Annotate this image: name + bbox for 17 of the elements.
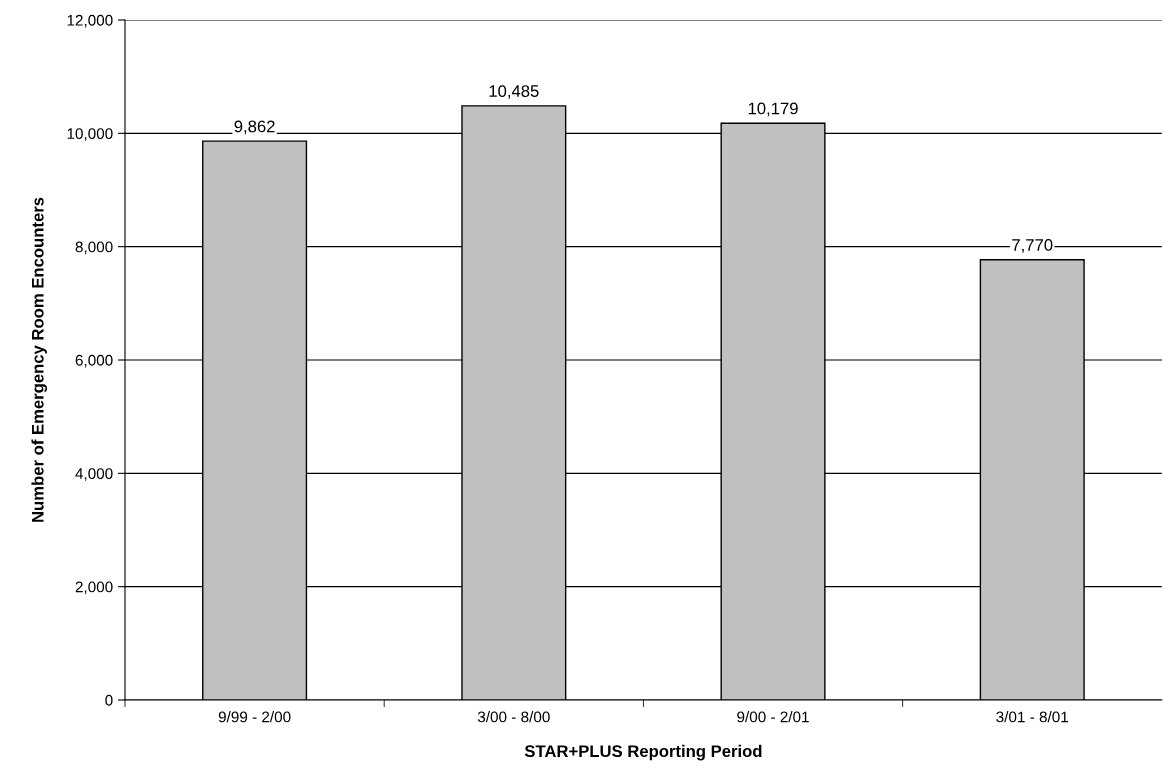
data-label: 10,179 — [748, 102, 798, 117]
y-tick-label: 12,000 — [67, 14, 113, 28]
y-tick-label: 0 — [105, 694, 113, 706]
x-tick-label: 3/00 - 8/00 — [477, 711, 550, 723]
x-tick-label: 9/99 - 2/00 — [218, 711, 291, 723]
x-tick-label: 9/00 - 2/01 — [737, 711, 809, 723]
y-tick-label: 4,000 — [75, 468, 113, 481]
x-axis-title: STAR+PLUS Reporting Period — [524, 744, 762, 761]
y-axis-title: Number of Emergency Room Encounters — [31, 197, 48, 522]
y-tick-label: 10,000 — [67, 128, 113, 141]
y-tick-label: 8,000 — [75, 241, 113, 255]
y-tick-label: 6,000 — [75, 354, 113, 368]
y-tick-label: 2,000 — [75, 581, 113, 595]
data-label: 7,770 — [1012, 239, 1053, 253]
data-label: 9,862 — [234, 120, 275, 135]
data-label: 10,485 — [489, 85, 539, 99]
x-tick-label: 3/01 - 8/01 — [996, 711, 1069, 723]
